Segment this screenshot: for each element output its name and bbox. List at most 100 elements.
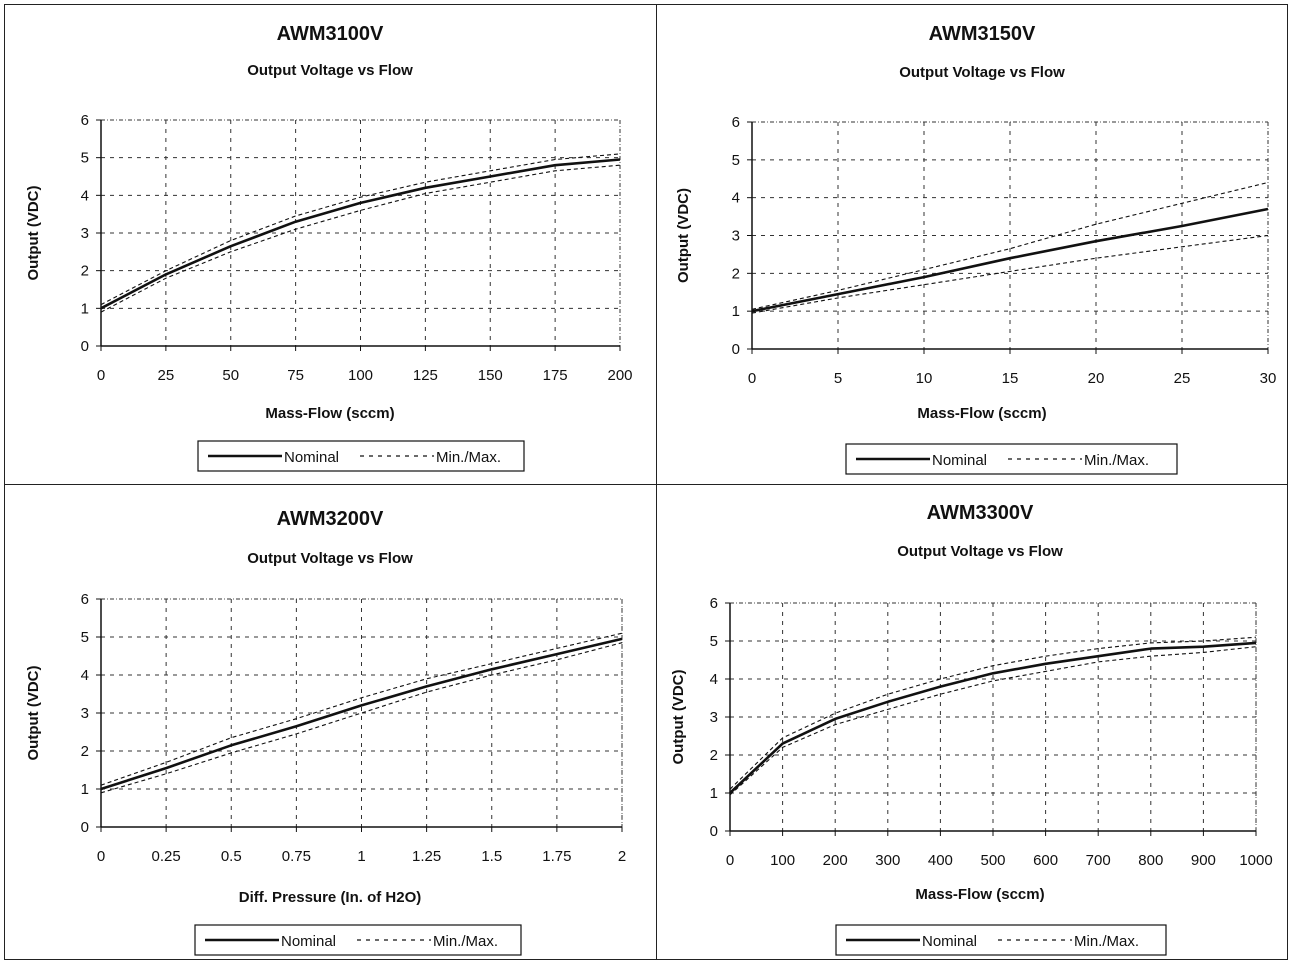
x-tick-label: 0.25	[152, 848, 181, 865]
y-tick-label: 0	[81, 338, 89, 355]
x-tick-label: 125	[413, 367, 438, 384]
series-line-min	[729, 646, 1257, 796]
x-tick-label: 0	[97, 367, 105, 384]
x-tick-label: 200	[607, 367, 632, 384]
x-tick-label: 500	[980, 852, 1005, 869]
y-tick-label: 2	[732, 265, 740, 282]
x-tick-label: 0	[748, 370, 756, 387]
x-tick-label: 400	[928, 852, 953, 869]
x-tick-label: 25	[1174, 370, 1191, 387]
y-tick-label: 3	[81, 705, 89, 722]
chart-panel-awm3100v: AWM3100V Output Voltage vs Flow 0 25 50 75 100…	[0, 0, 656, 484]
x-tick-label: 75	[287, 367, 304, 384]
chart-svg: AWM3200V Output Voltage vs Flow 0 0.25 0.5 0.…	[25, 508, 626, 956]
y-tick-label: 6	[81, 112, 89, 129]
legend-label-minmax: Min./Max.	[1084, 452, 1149, 469]
vertical-divider	[656, 4, 657, 960]
series-line-max	[100, 632, 623, 786]
series-line-max	[729, 636, 1257, 790]
legend-label-nominal: Nominal	[281, 933, 336, 950]
legend-label-minmax: Min./Max.	[436, 449, 501, 466]
legend-label-minmax: Min./Max.	[1074, 933, 1139, 950]
y-tick-label: 5	[81, 150, 89, 167]
x-tick-label: 175	[543, 367, 568, 384]
x-tick-label: 1	[357, 848, 365, 865]
chart-subtitle: Output Voltage vs Flow	[247, 62, 413, 79]
series-line-max	[751, 181, 1269, 310]
y-tick-label: 5	[710, 633, 718, 650]
series-line-min	[751, 234, 1269, 314]
y-tick-label: 5	[81, 629, 89, 646]
chart-title: AWM3100V	[277, 23, 384, 45]
x-axis-label: Mass-Flow (sccm)	[917, 405, 1046, 422]
y-tick-label: 0	[710, 823, 718, 840]
y-tick-label: 1	[732, 303, 740, 320]
y-tick-label: 4	[81, 667, 89, 684]
y-tick-label: 0	[81, 819, 89, 836]
x-tick-label: 150	[478, 367, 503, 384]
x-tick-label: 0	[97, 848, 105, 865]
x-axis-label: Diff. Pressure (In. of H2O)	[239, 889, 422, 906]
series-line-nominal	[100, 637, 623, 791]
x-tick-label: 5	[834, 370, 842, 387]
series-line-max	[100, 153, 621, 306]
y-axis-label: Output (VDC)	[675, 188, 692, 283]
series-line-min	[100, 164, 621, 313]
y-tick-label: 1	[710, 785, 718, 802]
x-tick-label: 300	[875, 852, 900, 869]
y-tick-label: 4	[732, 190, 740, 207]
x-tick-label: 700	[1086, 852, 1111, 869]
y-tick-label: 3	[81, 225, 89, 242]
y-axis-label: Output (VDC)	[25, 666, 42, 761]
x-tick-label: 1.75	[542, 848, 571, 865]
chart-title: AWM3300V	[927, 502, 1034, 524]
x-tick-label: 800	[1138, 852, 1163, 869]
x-tick-label: 600	[1033, 852, 1058, 869]
x-tick-label: 30	[1260, 370, 1277, 387]
x-tick-label: 50	[222, 367, 239, 384]
x-tick-label: 1.5	[481, 848, 502, 865]
x-tick-label: 0.5	[221, 848, 242, 865]
y-axis-label: Output (VDC)	[670, 670, 687, 765]
series-line-nominal	[100, 158, 621, 310]
series-line-nominal	[751, 207, 1269, 313]
x-tick-label: 200	[823, 852, 848, 869]
x-tick-label: 0.75	[282, 848, 311, 865]
y-tick-label: 2	[710, 747, 718, 764]
x-tick-label: 15	[1002, 370, 1019, 387]
series-line-nominal	[729, 641, 1257, 794]
y-tick-label: 0	[732, 341, 740, 358]
y-tick-label: 4	[81, 187, 89, 204]
x-tick-label: 0	[726, 852, 734, 869]
chart-subtitle: Output Voltage vs Flow	[897, 543, 1063, 560]
horizontal-divider	[4, 484, 1288, 485]
x-tick-label: 1.25	[412, 848, 441, 865]
x-tick-label: 100	[348, 367, 373, 384]
y-tick-label: 6	[81, 591, 89, 608]
y-tick-label: 6	[732, 114, 740, 131]
y-tick-label: 1	[81, 781, 89, 798]
x-tick-label: 100	[770, 852, 795, 869]
chart-title: AWM3150V	[929, 23, 1036, 45]
x-axis-label: Mass-Flow (sccm)	[915, 886, 1044, 903]
x-tick-label: 2	[618, 848, 626, 865]
x-tick-label: 10	[916, 370, 933, 387]
legend-label-nominal: Nominal	[922, 933, 977, 950]
legend-label-nominal: Nominal	[284, 449, 339, 466]
y-tick-label: 2	[81, 263, 89, 280]
chart-title: AWM3200V	[277, 508, 384, 530]
y-tick-label: 6	[710, 595, 718, 612]
y-tick-label: 1	[81, 300, 89, 317]
chart-subtitle: Output Voltage vs Flow	[247, 550, 413, 567]
y-tick-label: 4	[710, 671, 718, 688]
y-axis-label: Output (VDC)	[25, 186, 42, 281]
y-tick-label: 3	[732, 228, 740, 245]
legend-label-nominal: Nominal	[932, 452, 987, 469]
y-tick-label: 5	[732, 152, 740, 169]
x-tick-label: 1000	[1239, 852, 1272, 869]
legend-label-minmax: Min./Max.	[433, 933, 498, 950]
